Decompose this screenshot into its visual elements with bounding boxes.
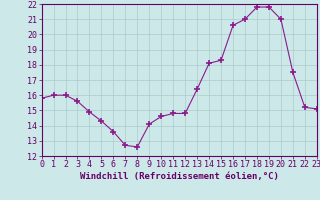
X-axis label: Windchill (Refroidissement éolien,°C): Windchill (Refroidissement éolien,°C) [80,172,279,181]
